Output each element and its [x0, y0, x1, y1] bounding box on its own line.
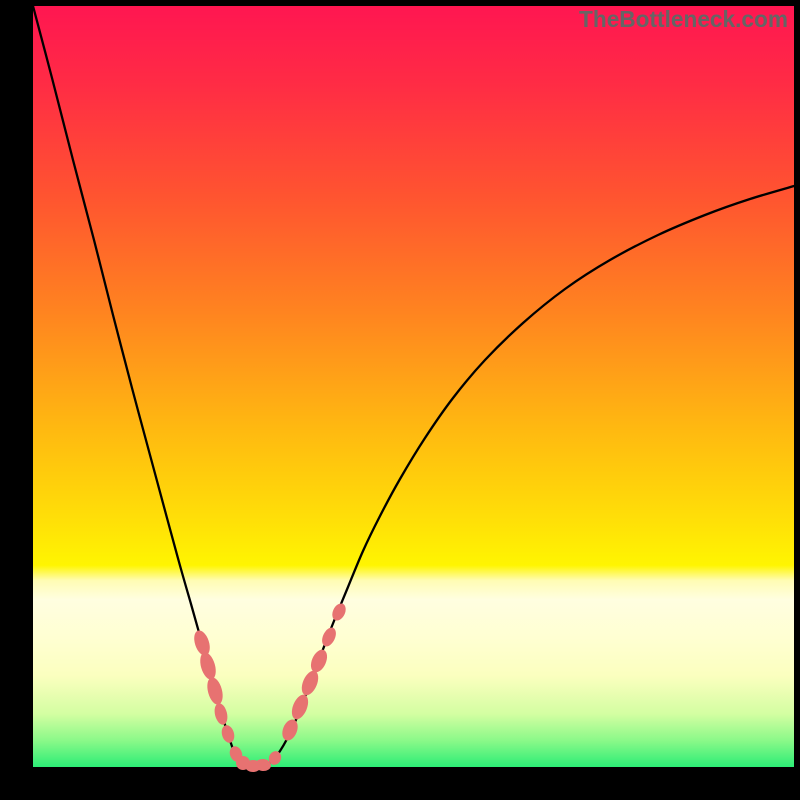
watermark-text: TheBottleneck.com	[579, 6, 788, 33]
chart-gradient-background	[33, 6, 794, 767]
